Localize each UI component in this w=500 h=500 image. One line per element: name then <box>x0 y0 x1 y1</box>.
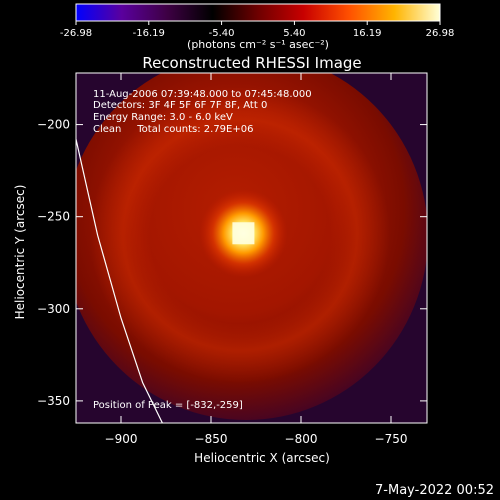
colorbar-ticks: -26.98 -16.19 -5.40 5.40 16.19 26.98 <box>60 21 454 39</box>
footer-timestamp: 7-May-2022 00:52 <box>375 483 494 498</box>
y-tick-label: −250 <box>37 210 70 224</box>
x-axis-label: Heliocentric X (arcsec) <box>194 451 330 465</box>
peak-core <box>232 222 255 245</box>
colorbar-tick-label: -26.98 <box>60 28 92 39</box>
chart-title: Reconstructed RHESSI Image <box>142 54 361 72</box>
annotation-clean: Clean Total counts: 2.79E+06 <box>93 124 253 135</box>
solar-limb-curve <box>76 139 163 423</box>
y-axis: −200 −250 −300 −350 <box>37 118 427 408</box>
x-axis: −900 −850 −800 −750 <box>105 73 408 446</box>
y-tick-label: −350 <box>37 394 70 408</box>
annotation-energy: Energy Range: 3.0 - 6.0 keV <box>93 112 233 123</box>
y-tick-label: −200 <box>37 118 70 132</box>
annotation-peak-position: Position of Peak = [-832,-259] <box>93 400 243 411</box>
colorbar-tick-label: 16.19 <box>353 28 382 39</box>
colorbar-units-label: (photons cm⁻² s⁻¹ asec⁻²) <box>187 38 329 51</box>
x-tick-label: −900 <box>105 432 138 446</box>
x-tick-label: −800 <box>285 432 318 446</box>
colorbar-tick-label: -5.40 <box>209 28 235 39</box>
colorbar-tick-label: 26.98 <box>426 28 455 39</box>
y-tick-label: −300 <box>37 302 70 316</box>
annotation-block: 11-Aug-2006 07:39:48.000 to 07:45:48.000… <box>93 89 312 411</box>
annotation-time: 11-Aug-2006 07:39:48.000 to 07:45:48.000 <box>93 89 312 100</box>
colorbar-tick-label: -16.19 <box>133 28 165 39</box>
heatmap-image <box>76 73 427 423</box>
colorbar: -26.98 -16.19 -5.40 5.40 16.19 26.98 (photons… <box>60 3 454 51</box>
x-tick-label: −750 <box>375 432 408 446</box>
colorbar-strip <box>75 3 441 22</box>
colorbar-tick-label: 5.40 <box>283 28 305 39</box>
plot-frame <box>75 72 428 424</box>
peak-source <box>199 189 288 278</box>
annotation-detectors: Detectors: 3F 4F 5F 6F 7F 8F, Att 0 <box>93 100 267 111</box>
y-axis-label: Heliocentric Y (arcsec) <box>13 185 27 320</box>
x-tick-label: −850 <box>195 432 228 446</box>
